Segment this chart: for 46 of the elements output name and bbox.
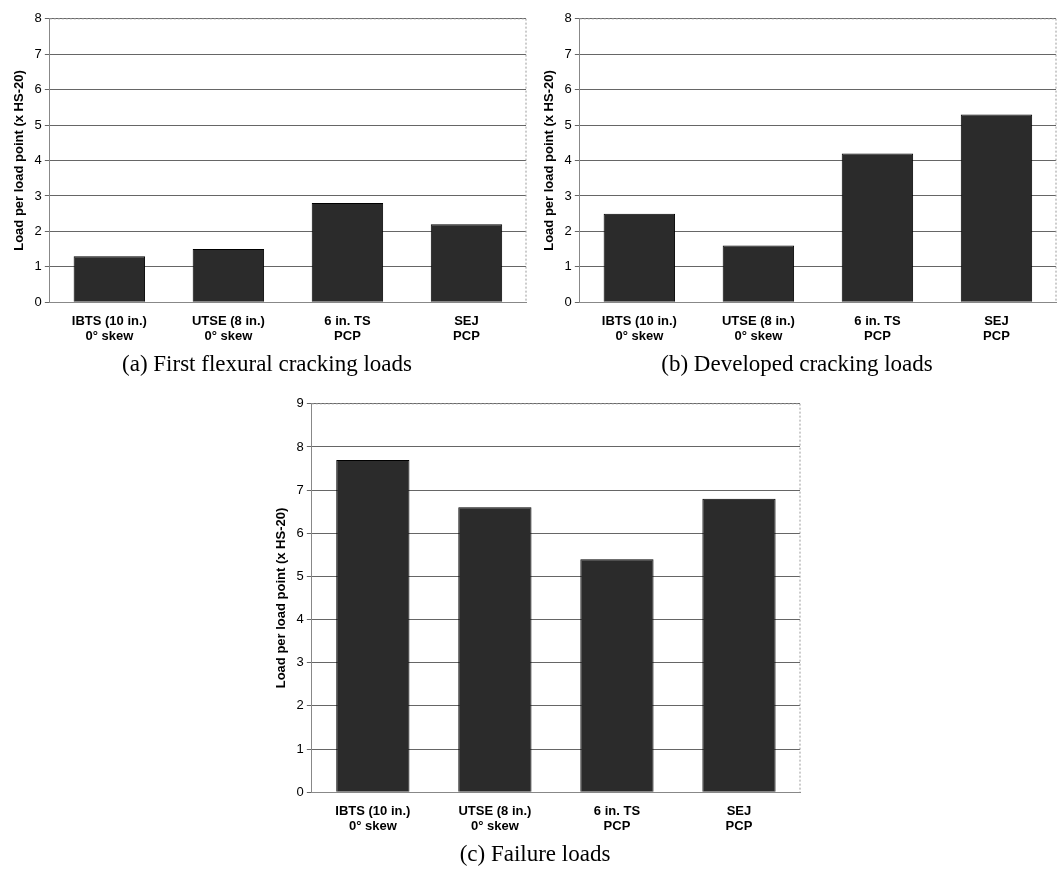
y-axis-title: Load per load point (x HS-20)	[11, 70, 27, 251]
x-tick-label: IBTS (10 in.) 0° skew	[601, 312, 677, 344]
y-tick-label: 6	[34, 81, 42, 97]
x-tick-label: 6 in. TS PCP	[593, 802, 641, 834]
y-axis-title: Load per load point (x HS-20)	[541, 70, 557, 251]
y-tick-label: 4	[34, 152, 42, 168]
y-tick-label: 4	[296, 611, 304, 627]
x-tick-label: 6 in. TS PCP	[324, 312, 371, 344]
y-tick-label: 9	[296, 395, 304, 411]
y-tick-label: 6	[296, 524, 304, 540]
y-tick-label: 5	[564, 116, 572, 132]
y-tick-label: 7	[564, 45, 572, 61]
text: (b) Developed cracking loads	[661, 351, 933, 377]
x-tick-label: 6 in. TS PCP	[854, 312, 901, 344]
text: (a) First flexural cracking loads	[122, 351, 413, 377]
y-tick-label: 2	[564, 222, 572, 238]
y-tick-label: 3	[34, 187, 42, 203]
x-tick-label: IBTS (10 in.) 0° skew	[335, 802, 411, 834]
y-tick-label: 1	[296, 740, 304, 756]
y-tick-label: 2	[34, 222, 42, 238]
y-tick-label: 1	[34, 258, 42, 274]
y-tick-label: 6	[564, 81, 572, 97]
y-tick-label: 0	[564, 293, 572, 309]
y-tick-label: 3	[296, 654, 304, 670]
y-tick-label: 2	[296, 697, 304, 713]
y-tick-label: 7	[296, 481, 304, 497]
text: (c) Failure loads	[459, 841, 611, 867]
y-tick-label: 3	[564, 187, 572, 203]
x-tick-label: UTSE (8 in.) 0° skew	[458, 802, 532, 834]
y-tick-label: 0	[296, 783, 304, 799]
y-tick-label: 4	[564, 152, 572, 168]
y-tick-label: 8	[34, 10, 42, 26]
x-tick-label: SEJ PCP	[725, 802, 753, 834]
x-tick-label: UTSE (8 in.) 0° skew	[191, 312, 265, 344]
y-tick-label: 8	[296, 438, 304, 454]
x-tick-label: UTSE (8 in.) 0° skew	[721, 312, 795, 344]
x-tick-label: SEJ PCP	[983, 312, 1011, 344]
x-tick-label: SEJ PCP	[453, 312, 481, 344]
y-axis-title: Load per load point (x HS-20)	[273, 507, 289, 689]
y-tick-label: 8	[564, 10, 572, 26]
y-tick-label: 0	[34, 293, 42, 309]
y-tick-label: 5	[34, 116, 42, 132]
y-tick-label: 1	[564, 258, 572, 274]
x-tick-label: IBTS (10 in.) 0° skew	[71, 312, 147, 344]
y-tick-label: 5	[296, 568, 304, 583]
y-tick-label: 7	[34, 45, 42, 61]
